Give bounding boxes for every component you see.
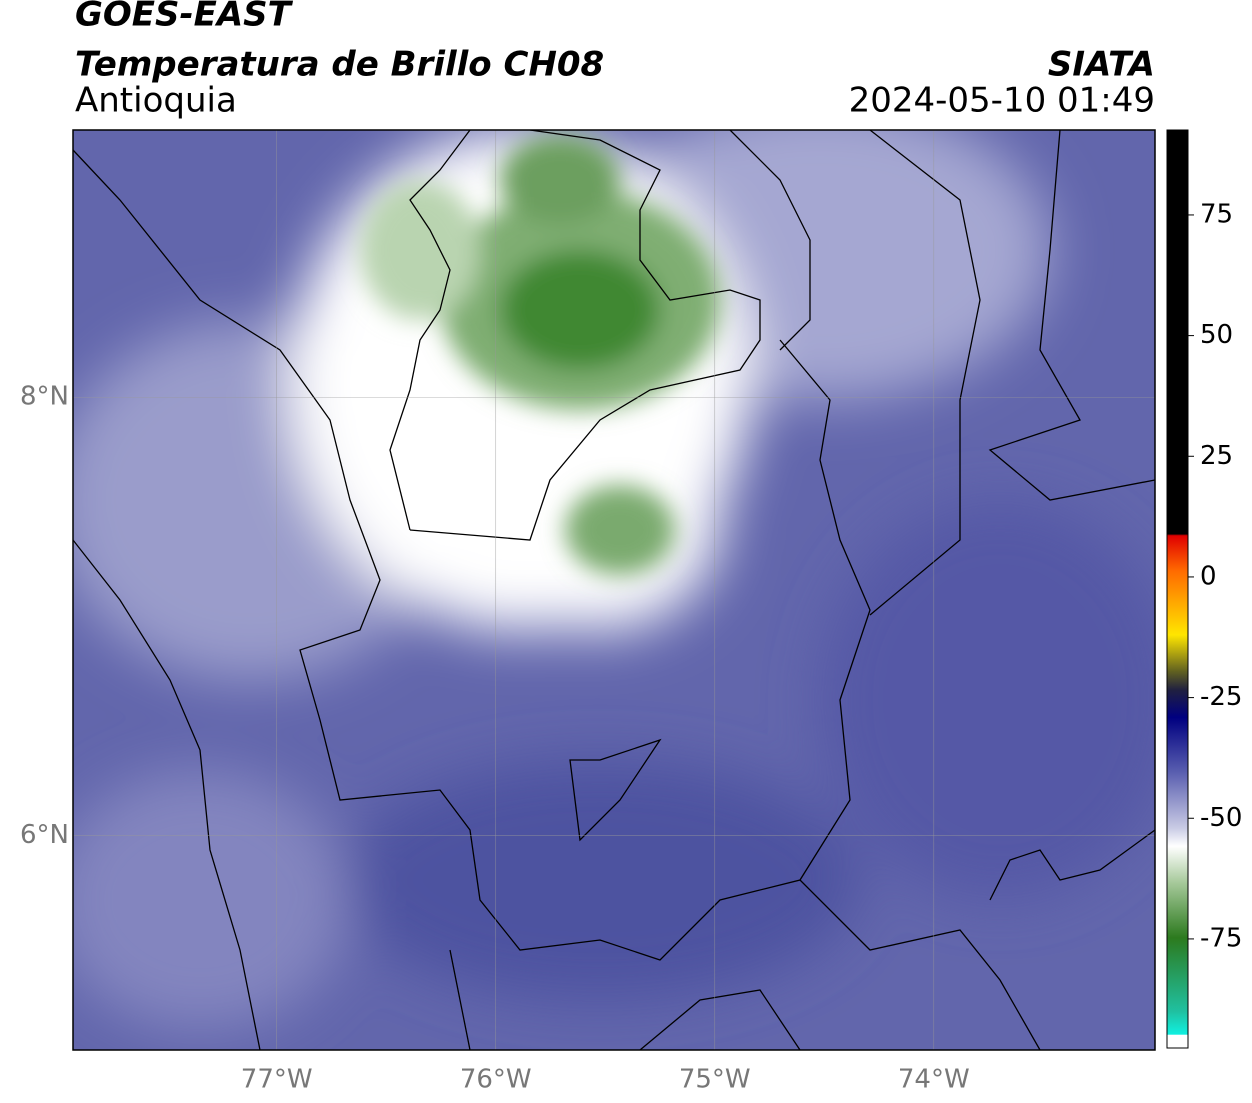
map-frame [72,129,1156,1051]
colorbar-tick-label: -25 [1200,682,1242,712]
y-tick-label: 8°N [20,382,69,412]
timestamp: 2024-05-10 01:49 [849,81,1155,121]
y-tick-label: 6°N [20,820,69,850]
region: Antioquia [75,81,237,121]
colorbar-tick-label: 25 [1200,441,1233,471]
source: SIATA [1048,45,1155,85]
subtitle: Temperatura de Brillo CH08 [75,45,604,85]
graticule [73,130,1155,1050]
x-tick-label: 75°W [679,1065,751,1095]
colorbar-tick-label: 75 [1200,199,1233,229]
x-tick-label: 77°W [241,1065,313,1095]
colorbar-tick-label: 0 [1200,561,1217,591]
colorbar [1166,129,1189,1049]
colorbar-tick-label: -75 [1200,923,1242,953]
x-tick-label: 76°W [460,1065,532,1095]
x-tick-label: 74°W [898,1065,970,1095]
title: GOES-EAST [75,0,294,35]
satellite-image [73,130,1155,1050]
colorbar-tick-label: 50 [1200,320,1233,350]
colorbar-tick-label: -50 [1200,803,1242,833]
